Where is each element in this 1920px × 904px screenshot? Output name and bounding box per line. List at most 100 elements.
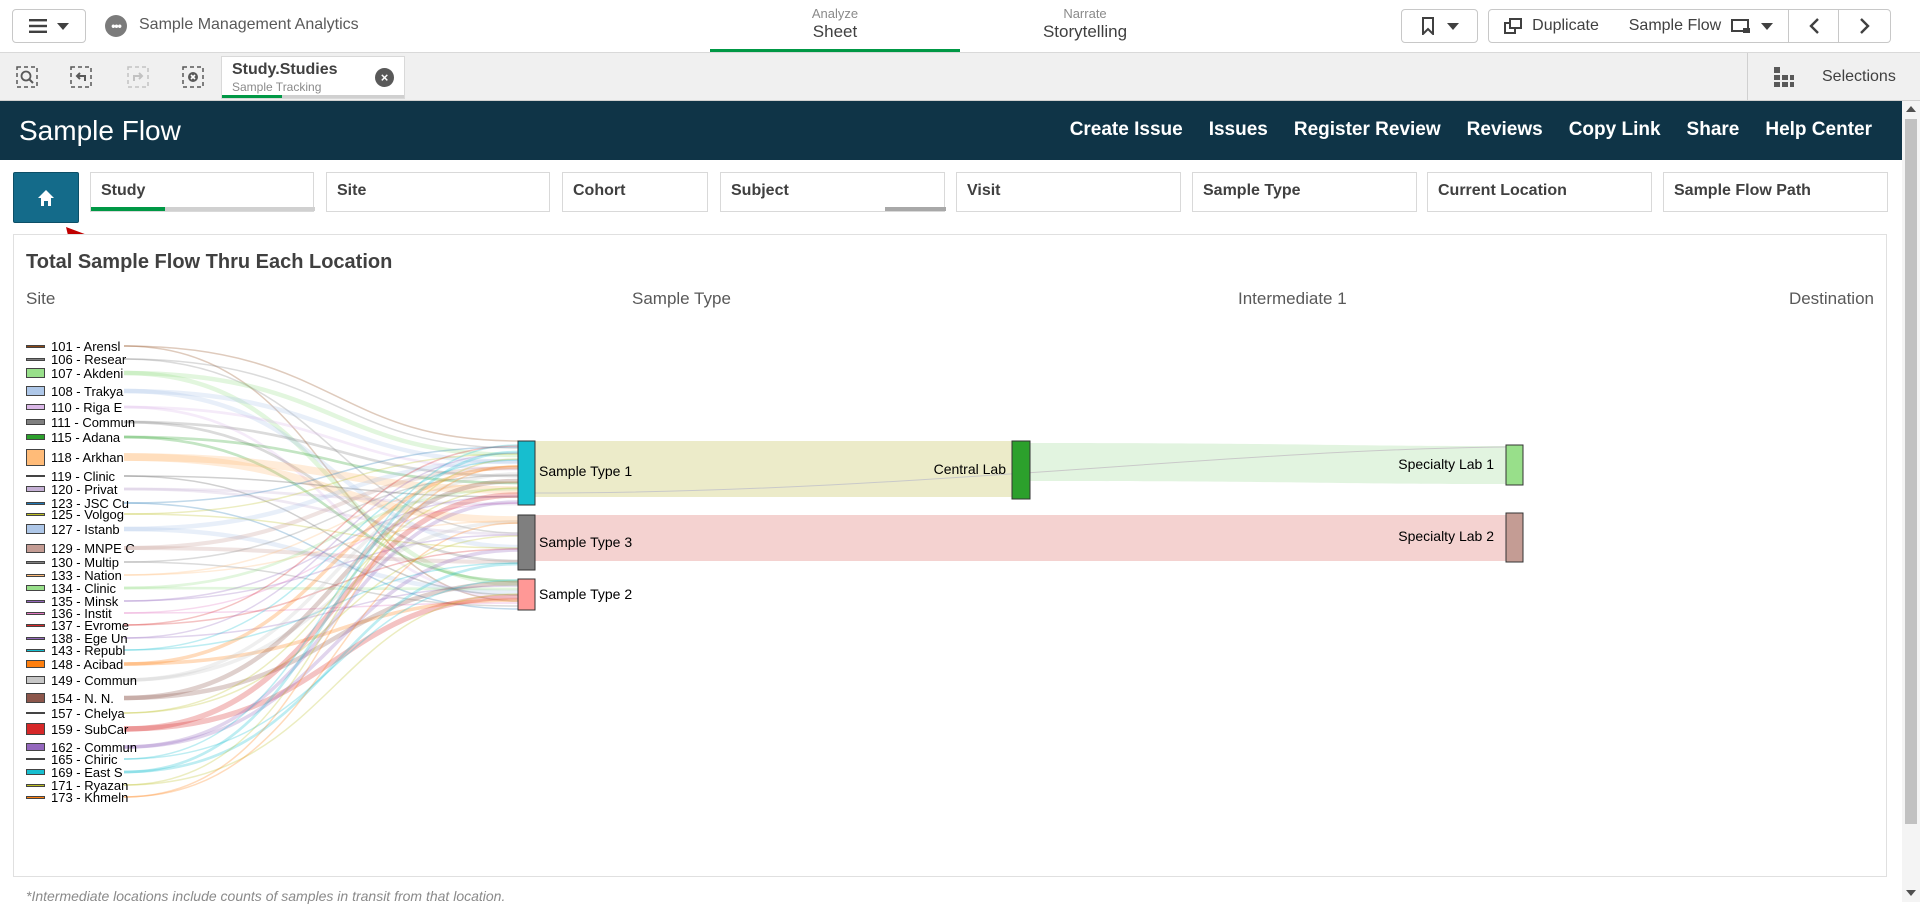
legend-item[interactable]: 159 - SubCar bbox=[26, 722, 128, 737]
filter-subject[interactable]: Subject bbox=[720, 172, 946, 212]
filter-visit[interactable]: Visit bbox=[956, 172, 1181, 212]
legend-item[interactable]: 108 - Trakya bbox=[26, 383, 124, 399]
legend-swatch bbox=[26, 560, 45, 564]
site-flow-line bbox=[123, 602, 519, 614]
legend-swatch bbox=[26, 448, 45, 466]
legend-item[interactable]: 134 - Clinic bbox=[26, 581, 116, 596]
help-center-link[interactable]: Help Center bbox=[1765, 119, 1872, 140]
duplicate-icon bbox=[1504, 18, 1523, 34]
selections-grid-icon bbox=[1774, 67, 1794, 87]
sheet-selector-label: Sample Flow bbox=[1628, 17, 1722, 34]
register-review-link[interactable]: Register Review bbox=[1293, 119, 1441, 140]
reviews-link[interactable]: Reviews bbox=[1466, 119, 1543, 140]
filter-study[interactable]: Study bbox=[90, 172, 315, 212]
legend-item[interactable]: 169 - East S bbox=[26, 765, 123, 780]
legend-item[interactable]: 110 - Riga E bbox=[26, 400, 122, 415]
legend-label: 162 - Commun bbox=[51, 739, 137, 755]
legend-item[interactable]: 149 - Commun bbox=[26, 673, 137, 688]
duplicate-button[interactable]: Duplicate bbox=[1488, 9, 1615, 43]
legend-swatch bbox=[26, 636, 45, 640]
site-flow-line bbox=[123, 420, 519, 478]
legend-item[interactable]: 125 - Volgog bbox=[26, 507, 124, 522]
site-flow-line bbox=[123, 562, 519, 651]
legend-item[interactable]: 130 - Multip bbox=[26, 555, 119, 570]
legend-item[interactable]: 143 - Republ bbox=[26, 642, 126, 658]
selections-tool-button[interactable]: Selections bbox=[1747, 53, 1920, 101]
legend-item[interactable]: 127 - Istanb bbox=[26, 522, 120, 537]
column-header-site: Site bbox=[26, 289, 56, 308]
legend-item[interactable]: 115 - Adana bbox=[26, 430, 120, 445]
legend-item[interactable]: 136 - Instit bbox=[26, 606, 112, 621]
create-issue-link[interactable]: Create Issue bbox=[1069, 119, 1183, 140]
legend-swatch bbox=[26, 486, 45, 492]
legend-item[interactable]: 162 - Commun bbox=[26, 739, 137, 755]
tab-label: Storytelling bbox=[1042, 22, 1128, 41]
legend-label: 143 - Republ bbox=[51, 642, 126, 658]
legend-item[interactable]: 123 - JSC Cu bbox=[26, 495, 130, 511]
legend-item[interactable]: 173 - Khmeln bbox=[26, 790, 128, 805]
home-button[interactable] bbox=[13, 172, 79, 223]
site-flow-line bbox=[123, 475, 519, 498]
site-flow-line bbox=[123, 388, 519, 550]
scrollbar-thumb[interactable] bbox=[1905, 119, 1917, 824]
filter-current-location[interactable]: Current Location bbox=[1427, 172, 1652, 212]
legend-item[interactable]: 138 - Ege Un bbox=[26, 631, 128, 646]
selection-pill-study[interactable]: Study.Studies Sample Tracking × bbox=[221, 56, 405, 99]
legend-label: 123 - JSC Cu bbox=[51, 495, 130, 511]
selections-label: Selections bbox=[1822, 68, 1896, 85]
close-icon[interactable]: × bbox=[375, 68, 394, 87]
share-link[interactable]: Share bbox=[1686, 119, 1740, 140]
copy-link-link[interactable]: Copy Link bbox=[1568, 119, 1661, 140]
filter-sample-flow-path[interactable]: Sample Flow Path bbox=[1663, 172, 1888, 212]
legend-item[interactable]: 129 - MNPE C bbox=[26, 541, 135, 556]
legend-item[interactable]: 171 - Ryazan bbox=[26, 778, 128, 793]
step-forward-button[interactable] bbox=[126, 65, 150, 89]
sheet-selector[interactable]: Sample Flow bbox=[1614, 9, 1789, 43]
issues-link[interactable]: Issues bbox=[1208, 119, 1268, 140]
legend-item[interactable]: 133 - Nation bbox=[26, 568, 122, 583]
site-flow-line bbox=[123, 562, 519, 774]
sample-type-3-node bbox=[517, 514, 536, 571]
legend-swatch bbox=[26, 475, 45, 477]
previous-sheet-button[interactable] bbox=[1789, 9, 1839, 43]
legend-item[interactable]: 148 - Acibad bbox=[26, 657, 123, 672]
bookmark-button[interactable] bbox=[1401, 9, 1478, 43]
clear-all-selections-button[interactable] bbox=[181, 65, 205, 89]
legend-item[interactable]: 107 - Akdeni bbox=[26, 366, 123, 381]
step-back-button[interactable] bbox=[69, 65, 93, 89]
legend-item[interactable]: 154 - N. N. bbox=[26, 691, 114, 706]
tab-narrate-storytelling[interactable]: Narrate Storytelling bbox=[960, 6, 1210, 52]
legend-swatch bbox=[26, 344, 45, 348]
filter-cohort[interactable]: Cohort bbox=[562, 172, 708, 212]
legend-item[interactable]: 165 - Chiric bbox=[26, 752, 117, 767]
legend-label: 108 - Trakya bbox=[51, 383, 124, 399]
legend-item[interactable]: 135 - Minsk bbox=[26, 594, 118, 609]
legend-item[interactable]: 119 - Clinic bbox=[26, 469, 115, 484]
legend-swatch bbox=[26, 501, 45, 505]
sample-type-3-label: Sample Type 3 bbox=[539, 534, 633, 550]
navigation-menu-button[interactable] bbox=[12, 9, 86, 43]
site-flow-line bbox=[123, 580, 519, 701]
bookmark-icon bbox=[1421, 17, 1434, 35]
filter-site[interactable]: Site bbox=[326, 172, 550, 212]
legend-item[interactable]: 111 - Commun bbox=[26, 415, 135, 430]
legend-item[interactable]: 157 - Chelya bbox=[26, 706, 125, 721]
legend-swatch bbox=[26, 512, 45, 516]
next-sheet-button[interactable] bbox=[1839, 9, 1891, 43]
legend-item[interactable]: 118 - Arkhan bbox=[26, 448, 124, 466]
site-flow-line bbox=[123, 487, 519, 590]
vertical-scrollbar[interactable] bbox=[1902, 101, 1920, 902]
selection-state-bar bbox=[222, 95, 282, 98]
legend-item[interactable]: 120 - Privat bbox=[26, 482, 117, 497]
smart-search-button[interactable] bbox=[15, 65, 39, 89]
site-flow-line bbox=[123, 481, 519, 576]
central-lab-label: Central Lab bbox=[933, 461, 1006, 477]
specialty-lab-2-label: Specialty Lab 2 bbox=[1398, 528, 1494, 544]
legend-item[interactable]: 101 - Arensl bbox=[26, 339, 120, 354]
tab-analyze-sheet[interactable]: Analyze Sheet bbox=[710, 6, 960, 52]
legend-item[interactable]: 137 - Evrome bbox=[26, 618, 129, 633]
site-flow-line bbox=[123, 472, 519, 682]
site-flow-line bbox=[123, 452, 519, 639]
filter-sample-type[interactable]: Sample Type bbox=[1192, 172, 1417, 212]
legend-item[interactable]: 106 - Resear bbox=[26, 352, 126, 367]
